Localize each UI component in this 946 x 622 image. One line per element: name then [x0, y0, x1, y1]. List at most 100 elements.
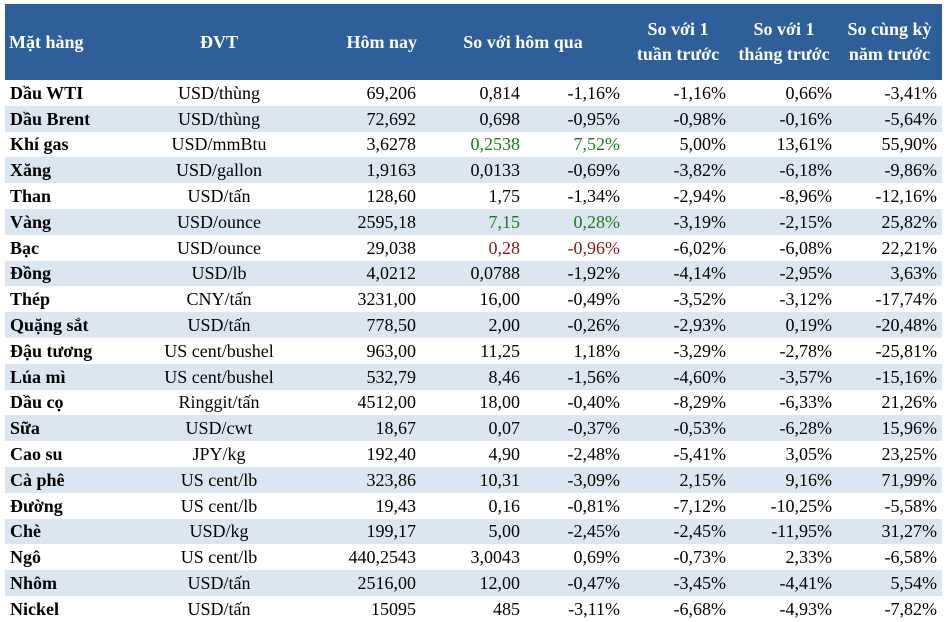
unit-cell: USD/ounce — [145, 208, 293, 235]
change-percent-cell: 0,28% — [525, 208, 626, 235]
change-value-cell: 0,16 — [488, 495, 521, 516]
table-row: Lúa mì US cent/bushel 532,79 8,46 -1,56% -4,6… — [5, 363, 943, 390]
table-body: Dầu WTI USD/thùng 69,206 0,814 -1,16% -1,16% 0… — [5, 80, 943, 622]
change-percent-cell: -1,34% — [567, 186, 621, 207]
unit-cell: US cent/lb — [145, 466, 293, 493]
table-row: Đường US cent/lb 19,43 0,16 -0,81% -7,12% -10,… — [5, 493, 942, 519]
commodity-name: Than — [10, 186, 52, 207]
unit-cell: USD/thùng — [145, 105, 293, 132]
table-row: Quặng sắt USD/tấn 778,50 2,00 -0,26% -2,93% 0,… — [5, 312, 943, 338]
month-change-cell: -10,25% — [770, 495, 833, 516]
change-percent-cell: 1,18% — [573, 340, 621, 361]
month-change-cell: -6,18% — [731, 157, 838, 184]
unit-cell: JPY/kg — [192, 444, 246, 465]
year-change-cell: -17,74% — [875, 289, 938, 310]
change-value-cell: 2,00 — [421, 312, 525, 338]
month-change-cell: -4,93% — [779, 598, 833, 619]
table-row: Thép CNY/tấn 3231,00 16,00 -0,49% -3,52% -3,12… — [5, 286, 942, 312]
unit-cell: USD/kg — [145, 518, 293, 545]
commodity-name: Nhôm — [5, 570, 145, 596]
change-percent-cell: -1,92% — [525, 260, 626, 287]
table-row: Xăng USD/gallon 1,9163 0,0133 -0,69% -3,82% -6… — [5, 157, 943, 184]
commodity-name: Thép — [10, 289, 51, 310]
week-change-cell: -3,82% — [625, 157, 732, 184]
year-change-cell: -20,48% — [837, 312, 943, 338]
table-row: Dầu WTI USD/thùng 69,206 0,814 -1,16% -1,16% 0… — [5, 80, 942, 106]
year-change-cell: -25,81% — [875, 340, 938, 361]
unit-cell: USD/mmBtu — [171, 134, 267, 155]
commodity-name: Dầu Brent — [5, 105, 145, 132]
month-change-cell: -2,15% — [731, 208, 838, 235]
unit-cell: US cent/lb — [180, 547, 258, 568]
week-change-cell: 5,00% — [679, 134, 727, 155]
month-change-cell: 0,66% — [785, 82, 833, 103]
year-change-cell: 22,21% — [881, 237, 938, 258]
today-price-cell: 3,6278 — [366, 134, 417, 155]
year-change-cell: -15,16% — [837, 363, 943, 390]
commodity-name: Quặng sắt — [5, 312, 145, 338]
month-change-cell: -2,78% — [779, 340, 833, 361]
today-price-cell: 3231,00 — [357, 289, 417, 310]
month-change-cell: -6,28% — [731, 415, 838, 442]
today-price-cell: 2595,18 — [293, 208, 421, 235]
commodity-price-table: Mặt hàng ĐVT Hôm nay So với hôm qua So v… — [5, 4, 943, 622]
table-row: Nickel USD/tấn 15095 485 -3,11% -6,68% -4,93% -… — [5, 596, 942, 622]
today-price-cell: 778,50 — [293, 312, 421, 338]
change-percent-cell: -0,49% — [567, 289, 621, 310]
change-percent-cell: -0,69% — [525, 157, 626, 184]
commodity-name: Ngô — [10, 547, 41, 568]
year-change-cell: -7,82% — [884, 598, 938, 619]
table-row: Nhôm USD/tấn 2516,00 12,00 -0,47% -3,45% -4,41… — [5, 570, 943, 596]
today-price-cell: 72,692 — [293, 105, 421, 132]
change-value-cell: 0,07 — [421, 415, 525, 442]
month-change-cell: -3,57% — [731, 363, 838, 390]
today-price-cell: 29,038 — [366, 237, 417, 258]
today-price-cell: 15095 — [371, 598, 416, 619]
header-item: Mặt hàng — [5, 4, 145, 80]
change-percent-cell: -0,96% — [567, 237, 621, 258]
today-price-cell: 963,00 — [366, 340, 417, 361]
change-value-cell: 0,0788 — [421, 260, 525, 287]
change-percent-cell: -0,26% — [525, 312, 626, 338]
change-value-cell: 16,00 — [479, 289, 521, 310]
table-row: Dầu Brent USD/thùng 72,692 0,698 -0,95% -0,98… — [5, 105, 943, 132]
commodity-name: Khí gas — [10, 134, 69, 155]
change-percent-cell: 7,52% — [573, 134, 621, 155]
change-percent-cell: -0,37% — [525, 415, 626, 442]
change-percent-cell: -2,48% — [567, 444, 621, 465]
week-change-cell: -1,16% — [673, 82, 727, 103]
month-change-cell: 9,16% — [731, 466, 838, 493]
table-row: Ngô US cent/lb 440,2543 3,0043 0,69% -0,73% 2,… — [5, 544, 942, 570]
unit-cell: USD/thùng — [177, 82, 260, 103]
table-row: Đồng USD/lb 4,0212 0,0788 -1,92% -4,14% -2,95%… — [5, 260, 943, 287]
year-change-cell: 31,27% — [837, 518, 943, 545]
change-value-cell: 0,28 — [488, 237, 521, 258]
today-price-cell: 2516,00 — [293, 570, 421, 596]
year-change-cell: -5,58% — [884, 495, 938, 516]
change-percent-cell: -0,47% — [525, 570, 626, 596]
month-change-cell: -2,95% — [731, 260, 838, 287]
year-change-cell: 25,82% — [837, 208, 943, 235]
unit-cell: USD/cwt — [145, 415, 293, 442]
change-percent-cell: -1,56% — [525, 363, 626, 390]
header-row: Mặt hàng ĐVT Hôm nay So với hôm qua So v… — [5, 4, 943, 80]
header-today: Hôm nay — [293, 4, 421, 80]
year-change-cell: 55,90% — [881, 134, 938, 155]
change-value-cell: 18,00 — [479, 392, 521, 413]
change-value-cell: 0,2538 — [470, 134, 521, 155]
commodity-name: Cà phê — [5, 466, 145, 493]
commodity-name: Vàng — [5, 208, 145, 235]
week-change-cell: -5,41% — [673, 444, 727, 465]
month-change-cell: -4,41% — [731, 570, 838, 596]
change-value-cell: 7,15 — [421, 208, 525, 235]
commodity-name: Đồng — [5, 260, 145, 287]
table-header: Mặt hàng ĐVT Hôm nay So với hôm qua So v… — [5, 4, 943, 80]
change-percent-cell: -0,81% — [567, 495, 621, 516]
month-change-cell: 13,61% — [776, 134, 833, 155]
year-change-cell: 21,26% — [881, 392, 938, 413]
week-change-cell: -6,02% — [673, 237, 727, 258]
year-change-cell: -12,16% — [875, 186, 938, 207]
change-value-cell: 4,90 — [488, 444, 521, 465]
unit-cell: USD/lb — [145, 260, 293, 287]
today-price-cell: 1,9163 — [293, 157, 421, 184]
